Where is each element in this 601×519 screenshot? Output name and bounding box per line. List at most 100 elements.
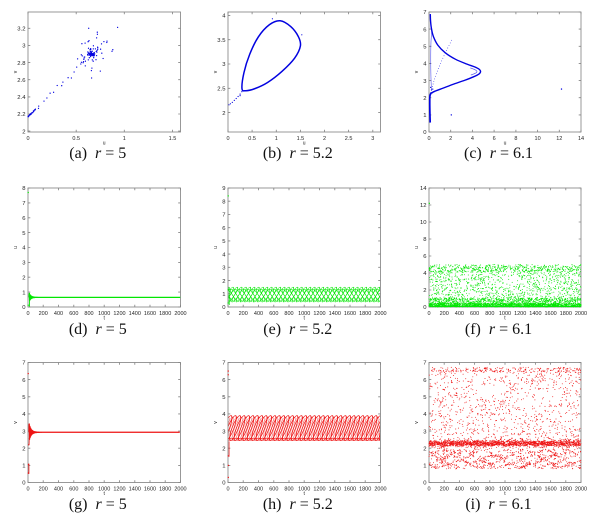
svg-text:200: 200 (239, 487, 248, 493)
svg-text:2: 2 (22, 446, 25, 452)
svg-text:v: v (13, 421, 19, 424)
svg-text:2: 2 (22, 129, 25, 135)
svg-text:5: 5 (222, 395, 226, 401)
svg-text:10: 10 (420, 220, 427, 226)
svg-text:0.5: 0.5 (72, 136, 80, 142)
svg-text:4: 4 (471, 136, 474, 142)
svg-text:6: 6 (423, 27, 427, 33)
svg-text:600: 600 (69, 311, 78, 317)
svg-text:1600: 1600 (344, 311, 356, 317)
svg-text:v: v (13, 70, 19, 73)
svg-text:1.5: 1.5 (297, 136, 305, 142)
svg-text:3: 3 (222, 62, 226, 68)
svg-text:14: 14 (420, 186, 427, 192)
svg-text:1200: 1200 (313, 487, 325, 493)
svg-text:0: 0 (226, 136, 229, 142)
svg-text:4: 4 (423, 412, 427, 418)
svg-text:2.6: 2.6 (17, 78, 26, 84)
svg-text:8: 8 (423, 237, 427, 243)
svg-text:2.5: 2.5 (217, 87, 226, 93)
svg-text:600: 600 (69, 487, 78, 493)
svg-text:2: 2 (423, 96, 426, 102)
svg-text:0: 0 (22, 305, 26, 311)
svg-text:2.4: 2.4 (17, 95, 26, 101)
svg-text:8: 8 (222, 199, 226, 205)
svg-text:4: 4 (22, 412, 26, 418)
svg-text:1000: 1000 (298, 487, 310, 493)
svg-text:7: 7 (22, 201, 25, 207)
svg-text:400: 400 (54, 487, 63, 493)
svg-text:t: t (304, 491, 306, 497)
svg-text:t: t (504, 316, 506, 322)
svg-text:1: 1 (222, 292, 225, 298)
svg-text:1600: 1600 (344, 487, 356, 493)
svg-text:0: 0 (427, 311, 430, 317)
svg-text:0: 0 (423, 305, 427, 311)
svg-text:600: 600 (269, 311, 278, 317)
svg-text:4: 4 (22, 246, 26, 252)
svg-text:5: 5 (22, 231, 26, 237)
svg-text:3.2: 3.2 (17, 27, 25, 33)
svg-text:3: 3 (22, 261, 26, 267)
svg-text:1200: 1200 (113, 311, 125, 317)
svg-text:8: 8 (22, 186, 26, 192)
svg-text:4: 4 (423, 62, 427, 68)
svg-text:v: v (213, 70, 219, 73)
svg-text:600: 600 (470, 487, 479, 493)
svg-text:1400: 1400 (129, 311, 141, 317)
svg-text:6: 6 (423, 254, 427, 260)
svg-text:5: 5 (423, 395, 427, 401)
svg-text:u: u (13, 246, 19, 249)
svg-text:u: u (103, 141, 106, 147)
svg-text:200: 200 (239, 311, 248, 317)
svg-text:2.5: 2.5 (345, 136, 353, 142)
svg-text:v: v (414, 421, 420, 424)
svg-text:3: 3 (371, 136, 374, 142)
svg-text:1400: 1400 (329, 487, 341, 493)
svg-text:2: 2 (423, 288, 426, 294)
svg-text:8: 8 (514, 136, 517, 142)
svg-text:1400: 1400 (129, 487, 141, 493)
svg-text:1000: 1000 (499, 311, 511, 317)
svg-text:u: u (303, 141, 306, 147)
svg-text:0: 0 (423, 481, 427, 487)
svg-text:10: 10 (535, 136, 541, 142)
svg-text:400: 400 (254, 487, 263, 493)
svg-text:0: 0 (226, 487, 229, 493)
svg-text:6: 6 (22, 378, 26, 384)
svg-text:2: 2 (222, 111, 225, 117)
svg-text:400: 400 (254, 311, 263, 317)
svg-text:0: 0 (226, 311, 229, 317)
svg-text:0: 0 (22, 481, 26, 487)
svg-text:t: t (504, 491, 506, 497)
svg-text:2: 2 (222, 446, 225, 452)
svg-text:2000: 2000 (575, 311, 587, 317)
svg-text:1: 1 (423, 464, 426, 470)
svg-text:7: 7 (22, 361, 25, 367)
svg-text:0: 0 (26, 487, 29, 493)
svg-text:2000: 2000 (374, 311, 386, 317)
svg-text:0: 0 (222, 481, 226, 487)
svg-text:4: 4 (222, 252, 226, 258)
svg-text:1000: 1000 (298, 311, 310, 317)
svg-text:1.5: 1.5 (169, 136, 177, 142)
svg-text:v: v (414, 70, 420, 73)
svg-text:800: 800 (485, 487, 494, 493)
svg-text:200: 200 (39, 487, 48, 493)
svg-text:0: 0 (423, 130, 427, 136)
svg-text:6: 6 (222, 226, 226, 232)
svg-text:2000: 2000 (575, 487, 587, 493)
svg-text:400: 400 (455, 311, 464, 317)
svg-text:14: 14 (578, 136, 584, 142)
svg-text:1600: 1600 (544, 487, 556, 493)
svg-text:600: 600 (269, 487, 278, 493)
svg-text:3: 3 (222, 266, 226, 272)
svg-text:1: 1 (222, 464, 225, 470)
svg-text:3: 3 (423, 429, 427, 435)
svg-text:1200: 1200 (514, 311, 526, 317)
svg-text:800: 800 (84, 487, 93, 493)
svg-text:3: 3 (423, 79, 427, 85)
svg-text:1200: 1200 (313, 311, 325, 317)
svg-text:1: 1 (22, 290, 25, 296)
svg-text:600: 600 (470, 311, 479, 317)
